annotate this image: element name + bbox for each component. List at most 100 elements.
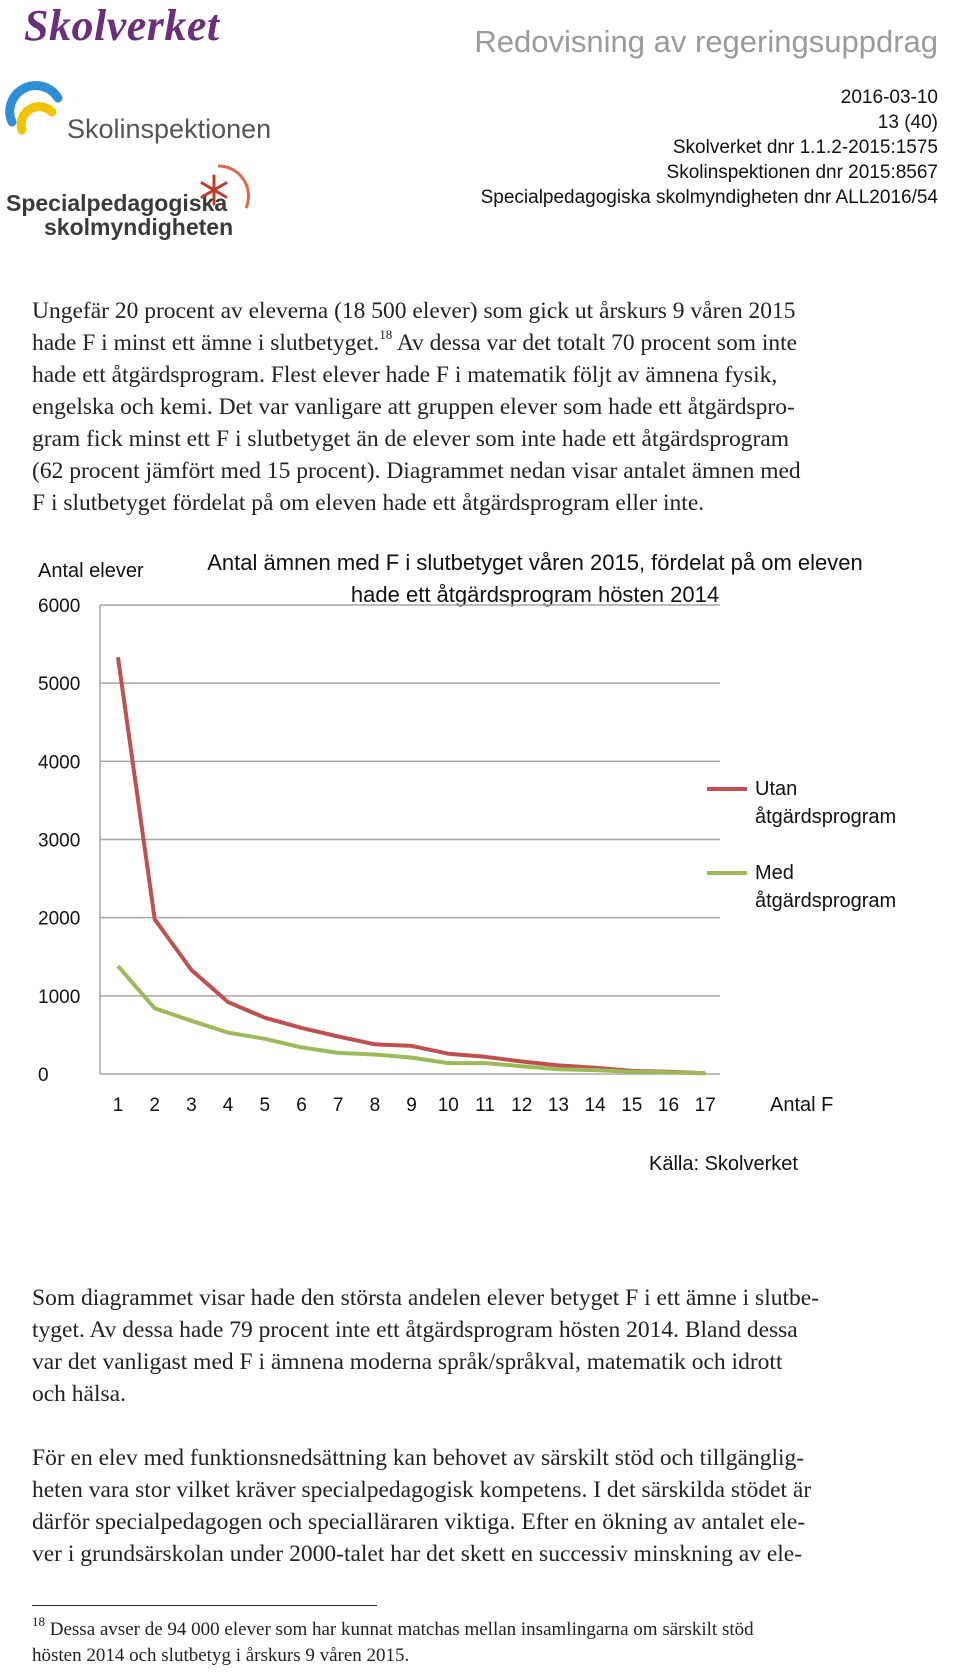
legend-label: Utan bbox=[755, 778, 797, 800]
p2-line2: tyget. Av dessa hade 79 procent inte ett… bbox=[32, 1317, 798, 1343]
data-point bbox=[668, 1071, 669, 1073]
x-tick-label: 8 bbox=[370, 1095, 381, 1116]
data-point bbox=[594, 1069, 596, 1071]
y-tick-label: 2000 bbox=[38, 909, 80, 930]
data-point bbox=[557, 1068, 559, 1070]
x-tick-label: 9 bbox=[406, 1095, 417, 1116]
series-line-1 bbox=[116, 657, 706, 1076]
skolinspektionen-logo-icon bbox=[5, 81, 63, 135]
data-point bbox=[704, 1072, 706, 1074]
data-point bbox=[374, 1043, 376, 1045]
p1-line5: gram fick minst ett F i slutbetyget än d… bbox=[32, 426, 790, 452]
dnr-skolverket: Skolverket dnr 1.1.2-2015:1575 bbox=[672, 137, 938, 158]
p3-line2: heten vara stor vilket kräver specialped… bbox=[32, 1477, 812, 1503]
x-tick-label: 15 bbox=[621, 1095, 642, 1116]
data-point bbox=[117, 656, 119, 658]
data-point bbox=[337, 1052, 339, 1054]
footnote-ref: 18 bbox=[379, 327, 393, 343]
p1-line1: Ungefär 20 procent av eleverna (18 500 e… bbox=[32, 298, 796, 324]
data-point bbox=[484, 1056, 486, 1058]
legend-label: åtgärdsprogram bbox=[755, 890, 896, 912]
x-tick-label: 16 bbox=[658, 1095, 679, 1116]
data-point bbox=[594, 1067, 596, 1069]
x-tick-label: 10 bbox=[438, 1095, 459, 1116]
data-point bbox=[337, 1035, 339, 1037]
y-tick-label: 5000 bbox=[38, 674, 80, 695]
data-point bbox=[227, 1032, 229, 1034]
dnr-spsm: Specialpedagogiska skolmyndigheten dnr A… bbox=[480, 187, 938, 208]
paragraph-2: Som diagrammet visar hade den största an… bbox=[32, 1282, 937, 1410]
footnote-line1: 18 Dessa avser de 94 000 elever som har … bbox=[32, 1613, 754, 1640]
dnr-skolinspektionen: Skolinspektionen dnr 2015:8567 bbox=[666, 162, 938, 183]
p2-line4: och hälsa. bbox=[32, 1381, 126, 1407]
skolinspektionen-logo: Skolinspektionen bbox=[67, 114, 272, 144]
data-point bbox=[484, 1062, 486, 1064]
y-tick-label: 4000 bbox=[38, 752, 80, 773]
footnote-divider bbox=[32, 1605, 377, 1606]
x-tick-label: 2 bbox=[149, 1095, 160, 1116]
spsm-star-icon bbox=[200, 164, 250, 209]
data-point bbox=[154, 918, 156, 920]
footnote-line2: hösten 2014 och slutbetyg i årskurs 9 vå… bbox=[32, 1645, 410, 1666]
skolverket-logo: Skolverket bbox=[24, 1, 220, 50]
p3-line3: därför specialpedagogen och speciallärar… bbox=[32, 1509, 806, 1535]
y-tick-label: 1000 bbox=[38, 987, 80, 1008]
x-tick-label: 13 bbox=[548, 1095, 569, 1116]
document-title: Redovisning av regeringsuppdrag bbox=[474, 24, 938, 59]
footnote-number: 18 bbox=[32, 1613, 45, 1629]
p1-line4: engelska och kemi. Det var vanligare att… bbox=[32, 394, 795, 420]
chart-title-line2: hade ett åtgärdsprogram hösten 2014 bbox=[351, 582, 719, 607]
data-point bbox=[190, 969, 192, 971]
p1-line2: hade F i minst ett ämne i slutbetyget.18… bbox=[32, 327, 798, 356]
spsm-logo-line2: skolmyndigheten bbox=[44, 214, 234, 240]
data-point bbox=[557, 1064, 559, 1066]
p2-line3: var det vanligast med F i ämnena moderna… bbox=[32, 1349, 783, 1375]
paragraph-1: Ungefär 20 procent av eleverna (18 500 e… bbox=[32, 295, 937, 519]
p2-line1: Som diagrammet visar hade den största an… bbox=[32, 1285, 820, 1311]
page-number: 13 (40) bbox=[877, 112, 938, 133]
p1-line7: F i slutbetyget fördelat på om eleven ha… bbox=[32, 490, 705, 516]
chart-title-line1: Antal ämnen med F i slutbetyget våren 20… bbox=[207, 550, 863, 575]
data-point bbox=[521, 1065, 523, 1067]
document-date: 2016-03-10 bbox=[840, 87, 938, 108]
data-point bbox=[521, 1060, 523, 1062]
legend-label: Med bbox=[755, 862, 794, 884]
data-point bbox=[447, 1053, 449, 1055]
spsm-logo-line1: Specialpedagogiska bbox=[6, 190, 228, 216]
chart-source: Källa: Skolverket bbox=[649, 1153, 798, 1175]
data-point bbox=[301, 1027, 302, 1029]
data-point bbox=[631, 1071, 633, 1073]
y-tick-label: 0 bbox=[38, 1065, 49, 1086]
data-point bbox=[190, 1020, 192, 1022]
footnote: 18 Dessa avser de 94 000 elever som har … bbox=[32, 1613, 937, 1669]
data-point bbox=[411, 1057, 413, 1059]
data-point bbox=[374, 1053, 376, 1055]
x-tick-label: 17 bbox=[695, 1095, 716, 1116]
y-tick-label: 6000 bbox=[38, 596, 80, 617]
y-tick-label: 3000 bbox=[38, 831, 80, 852]
data-point bbox=[227, 1001, 229, 1003]
x-tick-label: 12 bbox=[511, 1095, 532, 1116]
x-tick-label: 1 bbox=[113, 1095, 124, 1116]
x-tick-label: 6 bbox=[296, 1095, 307, 1116]
x-tick-label: 7 bbox=[333, 1095, 344, 1116]
x-axis-label: Antal F bbox=[770, 1094, 833, 1116]
x-tick-label: 11 bbox=[475, 1095, 495, 1116]
data-point bbox=[301, 1046, 302, 1048]
data-point bbox=[264, 1038, 266, 1040]
data-point bbox=[264, 1017, 266, 1019]
p1-line6: (62 procent jämfört med 15 procent). Dia… bbox=[32, 458, 801, 484]
x-tick-label: 3 bbox=[186, 1095, 197, 1116]
x-tick-label: 4 bbox=[223, 1095, 234, 1116]
legend-label: åtgärdsprogram bbox=[755, 806, 896, 828]
data-point bbox=[411, 1045, 413, 1047]
p1-line3: hade ett åtgärdsprogram. Flest elever ha… bbox=[32, 362, 778, 388]
p3-line1: För en elev med funktionsnedsättning kan… bbox=[32, 1445, 805, 1471]
p3-line4: ver i grundsärskolan under 2000-talet ha… bbox=[32, 1541, 803, 1567]
x-tick-label: 14 bbox=[585, 1095, 607, 1116]
line-chart: Antal elever Antal ämnen med F i slutbet… bbox=[38, 550, 896, 1175]
data-point bbox=[447, 1062, 449, 1064]
paragraph-3: För en elev med funktionsnedsättning kan… bbox=[32, 1442, 937, 1570]
data-point bbox=[117, 965, 119, 967]
y-axis-label: Antal elever bbox=[38, 560, 144, 582]
